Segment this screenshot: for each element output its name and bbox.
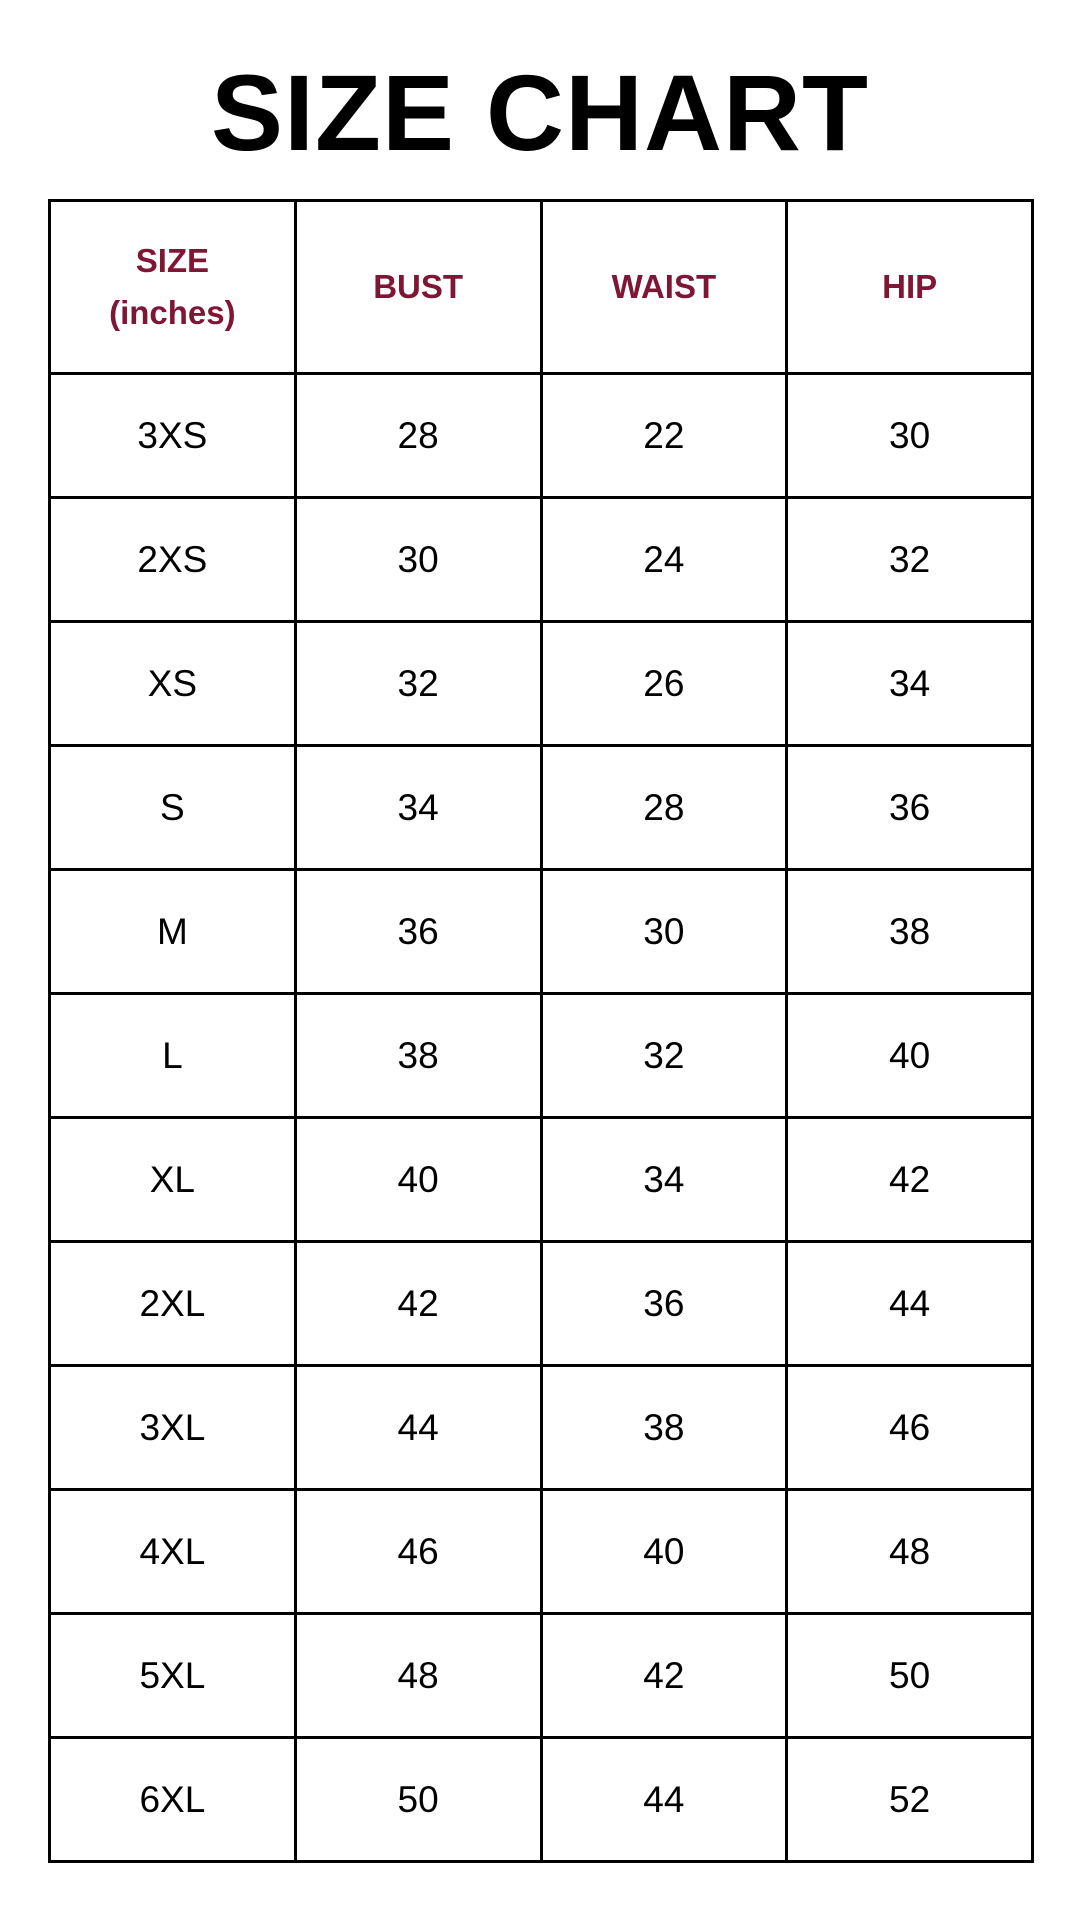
cell-size: XS xyxy=(48,620,297,747)
header-waist: WAIST xyxy=(539,199,789,375)
cell-bust: 46 xyxy=(293,1488,543,1615)
cell-hip: 50 xyxy=(785,1612,1034,1739)
table-row: 3XS 28 22 30 xyxy=(48,372,1034,499)
cell-waist: 26 xyxy=(539,620,789,747)
cell-waist: 30 xyxy=(539,868,789,995)
header-size: SIZE (inches) xyxy=(48,199,297,375)
cell-bust: 50 xyxy=(293,1736,543,1863)
cell-hip: 52 xyxy=(785,1736,1034,1863)
cell-waist: 32 xyxy=(539,992,789,1119)
table-row: 2XL 42 36 44 xyxy=(48,1240,1034,1367)
cell-size: S xyxy=(48,744,297,871)
cell-bust: 30 xyxy=(293,496,543,623)
cell-size: 3XL xyxy=(48,1364,297,1491)
table-row: XL 40 34 42 xyxy=(48,1116,1034,1243)
table-row: 2XS 30 24 32 xyxy=(48,496,1034,623)
cell-size: 3XS xyxy=(48,372,297,499)
table-row: XS 32 26 34 xyxy=(48,620,1034,747)
cell-waist: 28 xyxy=(539,744,789,871)
size-chart-table: SIZE (inches) BUST WAIST HIP 3XS 28 22 30 2XS… xyxy=(48,199,1034,1863)
cell-waist: 42 xyxy=(539,1612,789,1739)
cell-bust: 48 xyxy=(293,1612,543,1739)
cell-bust: 42 xyxy=(293,1240,543,1367)
cell-waist: 36 xyxy=(539,1240,789,1367)
page-title: SIZE CHART xyxy=(211,52,869,173)
cell-size: 2XS xyxy=(48,496,297,623)
table-row: 6XL 50 44 52 xyxy=(48,1736,1034,1863)
header-size-unit: (inches) xyxy=(109,294,236,331)
cell-size: L xyxy=(48,992,297,1119)
cell-bust: 38 xyxy=(293,992,543,1119)
table-row: 3XL 44 38 46 xyxy=(48,1364,1034,1491)
header-size-label: SIZE xyxy=(135,242,210,279)
cell-hip: 38 xyxy=(785,868,1034,995)
cell-waist: 44 xyxy=(539,1736,789,1863)
cell-size: 2XL xyxy=(48,1240,297,1367)
table-row: 5XL 48 42 50 xyxy=(48,1612,1034,1739)
header-bust: BUST xyxy=(293,199,543,375)
cell-size: 5XL xyxy=(48,1612,297,1739)
header-row: SIZE (inches) BUST WAIST HIP xyxy=(48,199,1034,375)
cell-bust: 44 xyxy=(293,1364,543,1491)
table-row: 4XL 46 40 48 xyxy=(48,1488,1034,1615)
cell-bust: 28 xyxy=(293,372,543,499)
cell-size: 4XL xyxy=(48,1488,297,1615)
table-row: L 38 32 40 xyxy=(48,992,1034,1119)
cell-size: M xyxy=(48,868,297,995)
cell-hip: 42 xyxy=(785,1116,1034,1243)
cell-hip: 40 xyxy=(785,992,1034,1119)
cell-bust: 32 xyxy=(293,620,543,747)
cell-size: 6XL xyxy=(48,1736,297,1863)
cell-hip: 44 xyxy=(785,1240,1034,1367)
header-hip: HIP xyxy=(785,199,1034,375)
table-row: M 36 30 38 xyxy=(48,868,1034,995)
cell-waist: 40 xyxy=(539,1488,789,1615)
cell-waist: 22 xyxy=(539,372,789,499)
cell-size: XL xyxy=(48,1116,297,1243)
cell-waist: 24 xyxy=(539,496,789,623)
cell-bust: 34 xyxy=(293,744,543,871)
cell-bust: 40 xyxy=(293,1116,543,1243)
cell-waist: 38 xyxy=(539,1364,789,1491)
cell-hip: 36 xyxy=(785,744,1034,871)
cell-hip: 46 xyxy=(785,1364,1034,1491)
cell-bust: 36 xyxy=(293,868,543,995)
table-row: S 34 28 36 xyxy=(48,744,1034,871)
cell-hip: 48 xyxy=(785,1488,1034,1615)
cell-waist: 34 xyxy=(539,1116,789,1243)
cell-hip: 34 xyxy=(785,620,1034,747)
cell-hip: 30 xyxy=(785,372,1034,499)
cell-hip: 32 xyxy=(785,496,1034,623)
